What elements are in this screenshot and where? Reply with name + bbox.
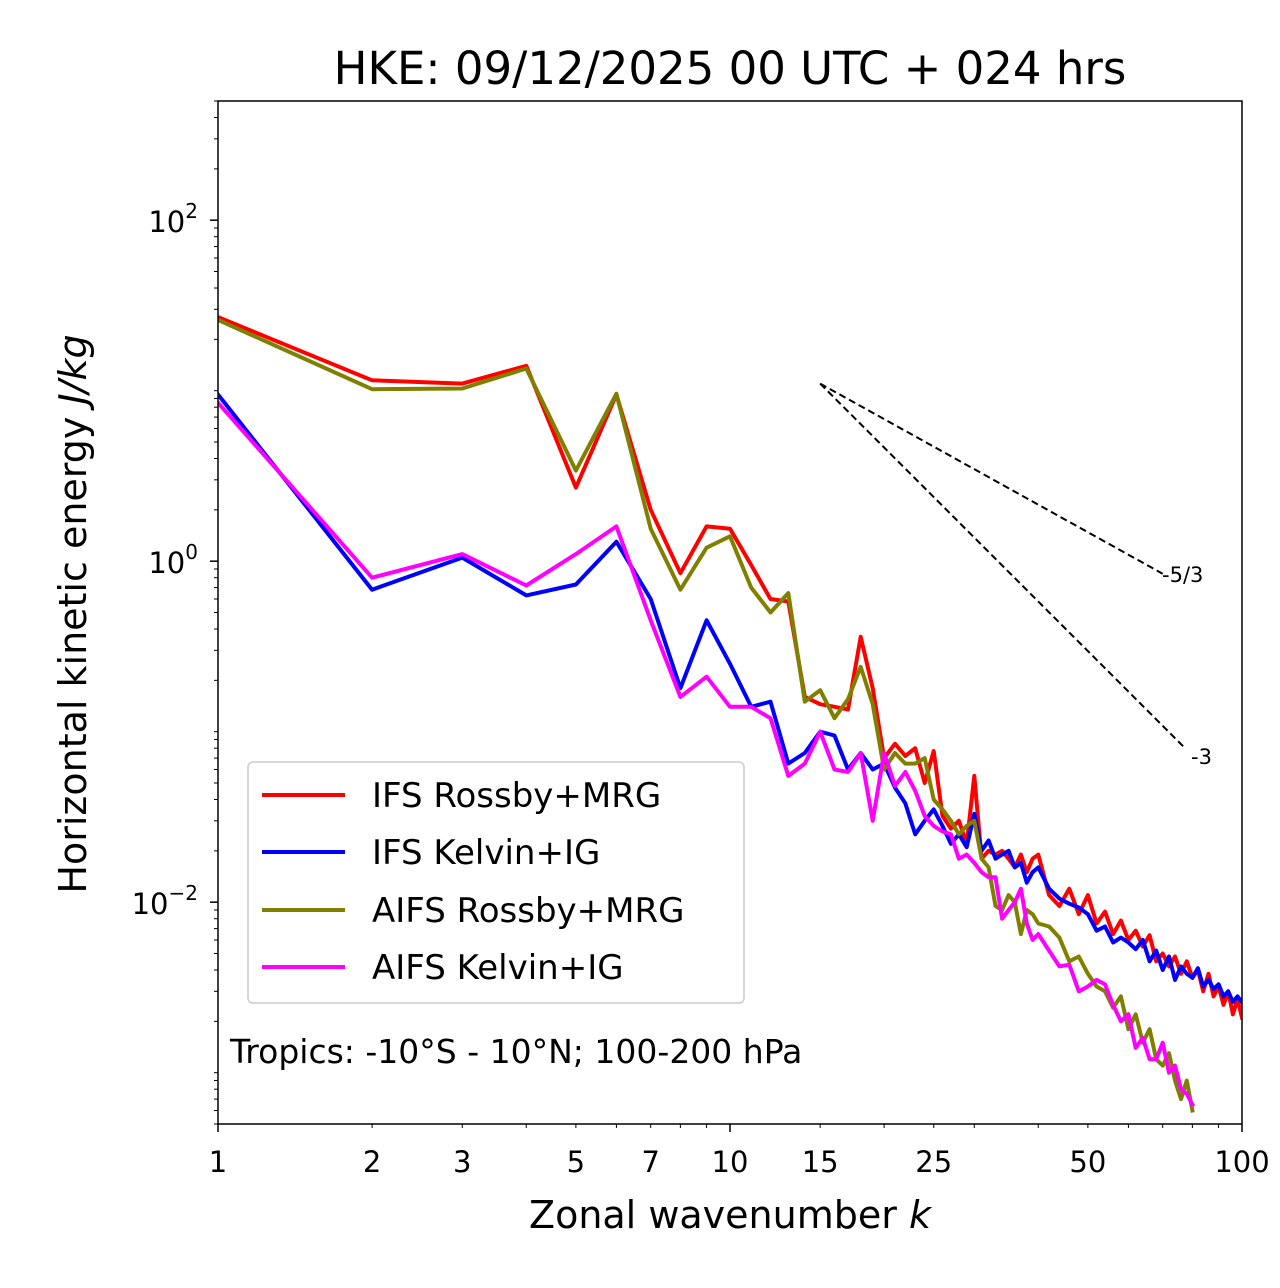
- x-axis-ticks: 1 2 3 5 7 10 15 25 50 100: [209, 1124, 1270, 1179]
- x-axis-label-variable: k: [909, 1193, 933, 1237]
- x-tick-label: 15: [802, 1145, 839, 1179]
- x-tick-label: 7: [641, 1145, 659, 1179]
- y-tick-label-base: 10: [148, 205, 185, 239]
- series-layer: [218, 314, 1242, 1113]
- y-axis-label-text: Horizontal kinetic energy: [51, 405, 95, 894]
- y-axis-label: Horizontal kinetic energy J/kg: [51, 334, 95, 893]
- y-tick-label: 102: [148, 199, 198, 239]
- chart-title: HKE: 09/12/2025 00 UTC + 024 hrs: [334, 42, 1127, 95]
- series-line-ifs-kelvin-ig: [218, 391, 1242, 1005]
- x-axis-label-text: Zonal wavenumber: [529, 1193, 909, 1237]
- y-tick-label-base: 10: [148, 546, 185, 580]
- reference-slope-line-three: [819, 382, 1185, 748]
- y-axis-label-unit: J/kg: [51, 334, 95, 411]
- x-axis-label: Zonal wavenumber k: [529, 1193, 933, 1237]
- legend-label-aifs-rossby: AIFS Rossby+MRG: [372, 891, 684, 931]
- x-tick-label: 2: [363, 1145, 381, 1179]
- x-tick-label: 100: [1214, 1145, 1269, 1179]
- reference-slope-layer: [819, 382, 1185, 748]
- region-annotation: Tropics: -10°S - 10°N; 100-200 hPa: [229, 1032, 802, 1071]
- y-tick-label-exponent: 2: [185, 199, 198, 223]
- y-tick-label: 100: [148, 540, 198, 580]
- y-tick-label-exponent: 0: [185, 540, 198, 564]
- y-tick-label: 10−2: [132, 881, 198, 921]
- x-tick-label: 1: [209, 1145, 227, 1179]
- legend-label-ifs-rossby: IFS Rossby+MRG: [372, 776, 661, 816]
- y-tick-label-base: 10: [132, 887, 169, 921]
- x-tick-label: 25: [915, 1145, 952, 1179]
- legend-label-aifs-kelvin: AIFS Kelvin+IG: [372, 948, 624, 988]
- x-tick-label: 10: [712, 1145, 749, 1179]
- series-line-aifs-kelvin-ig: [218, 399, 1196, 1108]
- slope-label-three: -3: [1191, 745, 1212, 769]
- slope-label-five-thirds: -5/3: [1162, 563, 1203, 587]
- x-tick-label: 50: [1069, 1145, 1106, 1179]
- x-tick-label: 3: [453, 1145, 471, 1179]
- legend-box: [247, 761, 745, 1004]
- x-tick-label: 5: [567, 1145, 585, 1179]
- y-tick-label-exponent: −2: [169, 881, 198, 905]
- legend: IFS Rossby+MRG IFS Kelvin+IG AIFS Rossby…: [247, 761, 745, 1004]
- legend-label-ifs-kelvin: IFS Kelvin+IG: [372, 833, 600, 873]
